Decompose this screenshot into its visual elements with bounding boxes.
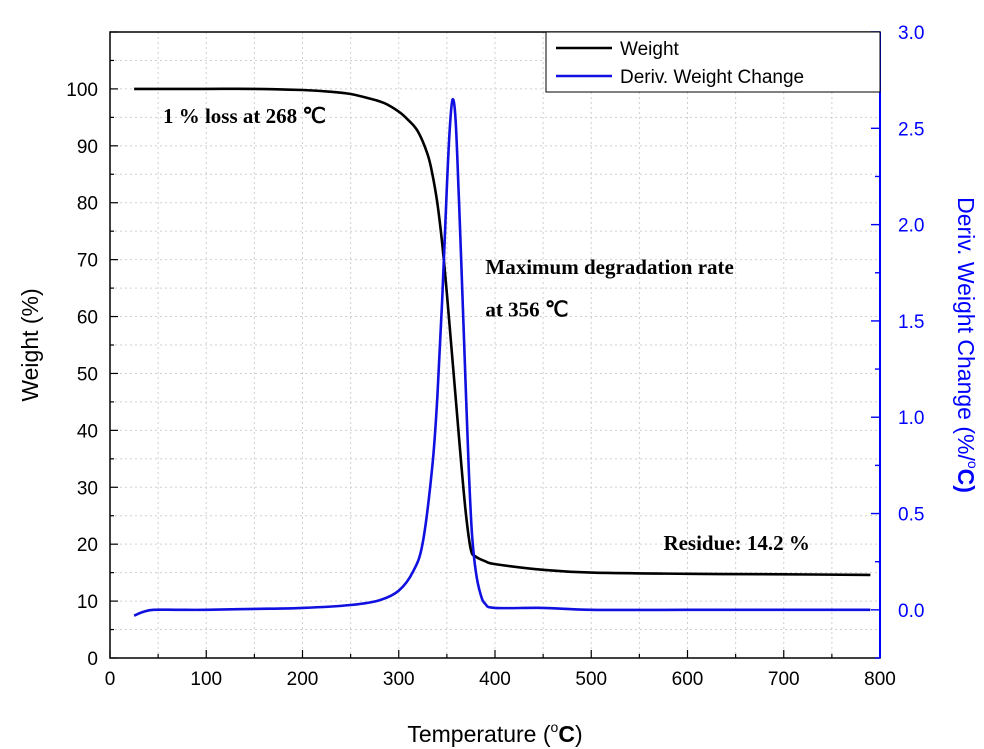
series-line-weight bbox=[134, 87, 871, 577]
y2-tick-label: 0.0 bbox=[898, 601, 924, 622]
axis-ticks: 0 100 200 300 400 500 600 700 800 0 10 20 30 40 50 60 70… bbox=[66, 23, 924, 690]
x-tick-label: 0 bbox=[105, 669, 116, 690]
y-axis-title: Weight (%) bbox=[17, 288, 43, 401]
y2-tick-label: 2.0 bbox=[898, 216, 924, 237]
y-tick-label: 100 bbox=[66, 80, 98, 101]
annotation-residue: Residue: 14.2 % bbox=[663, 531, 809, 555]
x-tick-label: 300 bbox=[383, 669, 415, 690]
x-axis-title: Temperature (oC) bbox=[407, 719, 582, 747]
x-tick-label: 200 bbox=[287, 669, 319, 690]
annotation-onset: 1 % loss at 268 ℃ bbox=[163, 104, 326, 128]
annotation-max-rate: Maximum degradation rate bbox=[485, 255, 733, 279]
y2-tick-label: 2.5 bbox=[898, 119, 924, 140]
legend-label-deriv: Deriv. Weight Change bbox=[620, 67, 804, 88]
y-tick-label: 50 bbox=[77, 364, 98, 385]
legend-box bbox=[545, 31, 881, 93]
x-tick-label: 800 bbox=[864, 669, 896, 690]
grid-lines bbox=[110, 32, 880, 658]
y-tick-label: 70 bbox=[77, 251, 98, 272]
y-tick-label: 10 bbox=[77, 592, 98, 613]
x-tick-label: 400 bbox=[479, 669, 511, 690]
x-tick-label: 500 bbox=[575, 669, 607, 690]
annotation-max-rate-temp: at 356 ℃ bbox=[485, 298, 568, 322]
series-line-deriv bbox=[133, 97, 871, 617]
y-tick-label: 20 bbox=[77, 535, 98, 556]
y-tick-label: 60 bbox=[77, 308, 98, 329]
y-tick-label: 40 bbox=[77, 421, 98, 442]
series-lines bbox=[133, 87, 871, 617]
y-tick-label: 0 bbox=[87, 649, 98, 670]
y-tick-label: 30 bbox=[77, 478, 98, 499]
y2-axis-title: Deriv. Weight Change (%/oC) bbox=[953, 197, 981, 493]
legend: Weight Deriv. Weight Change bbox=[545, 31, 881, 93]
y-tick-label: 80 bbox=[77, 194, 98, 215]
y2-tick-label: 0.5 bbox=[898, 505, 924, 526]
x-tick-label: 700 bbox=[768, 669, 800, 690]
y2-tick-label: 3.0 bbox=[898, 23, 924, 44]
x-tick-label: 100 bbox=[190, 669, 222, 690]
annotations: 1 % loss at 268 ℃ Maximum degradation rat… bbox=[163, 104, 810, 555]
x-tick-label: 600 bbox=[672, 669, 704, 690]
y-tick-label: 90 bbox=[77, 137, 98, 158]
legend-label-weight: Weight bbox=[620, 39, 680, 60]
y2-tick-label: 1.5 bbox=[898, 312, 924, 333]
y2-tick-label: 1.0 bbox=[898, 408, 924, 429]
